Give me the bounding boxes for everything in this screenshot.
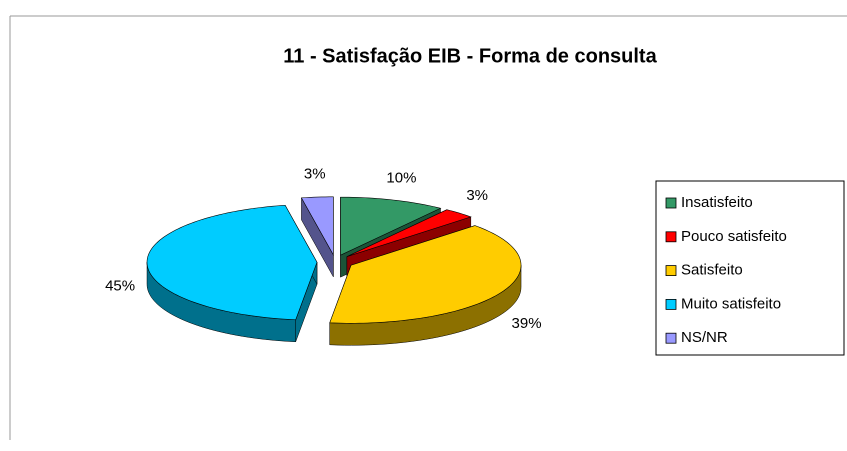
slice [329,225,522,324]
legend-label: Satisfeito [681,262,743,279]
slice [300,196,334,256]
legend-label: Pouco satisfeito [681,228,787,245]
chart-title: 11 - Satisfação EIB - Forma de consulta [283,45,657,67]
legend-box [655,180,845,356]
slice [346,209,472,257]
slice [340,196,442,256]
legend-label: NS/NR [681,329,728,346]
data-label: 45% [105,278,135,295]
data-label: 3% [466,187,488,204]
legend-swatch [665,265,677,277]
pie-tops [146,196,522,324]
legend-swatch [665,298,677,310]
legend-label: Muito satisfeito [681,295,781,312]
slice [146,204,318,321]
legend-swatch [665,231,677,243]
legend-swatch [665,197,677,209]
legend-label: Insatisfeito [681,194,753,211]
data-label: 10% [386,169,416,186]
legend-swatch [665,332,677,344]
data-label: 39% [512,315,542,332]
data-label: 3% [304,165,326,182]
